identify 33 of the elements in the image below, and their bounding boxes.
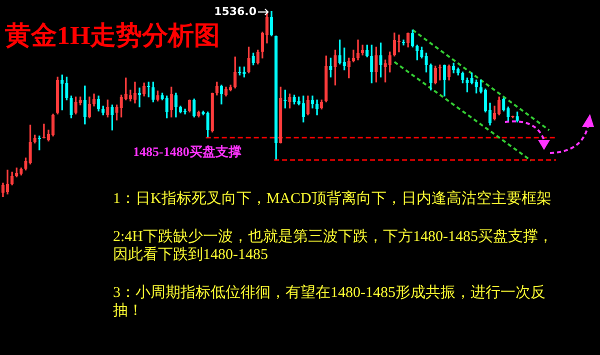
- candlestick: [183, 108, 187, 114]
- candlestick: [506, 106, 510, 122]
- candlestick: [466, 78, 469, 92]
- candlestick: [297, 96, 300, 106]
- annotation: 1：日K指标死叉向下，MACD顶背离向下，日内逢高沽空主要框架: [113, 190, 552, 208]
- candlestick: [338, 40, 342, 64]
- candlestick: [470, 72, 474, 84]
- candlestick: [397, 34, 401, 52]
- candlestick: [65, 76, 68, 100]
- candlestick: [461, 72, 464, 84]
- candlestick: [206, 112, 210, 138]
- candlestick: [416, 44, 419, 60]
- candlestick: [424, 52, 428, 72]
- annotation: 1536.0: [214, 4, 257, 18]
- candlestick: [329, 58, 332, 78]
- candlestick: [379, 42, 382, 78]
- candlestick: [110, 104, 114, 130]
- chart-title: 黄金1H走势分析图: [5, 20, 220, 52]
- candlestick: [429, 64, 432, 90]
- candlestick: [479, 80, 482, 94]
- candlestick: [370, 44, 374, 84]
- candlestick: [292, 94, 296, 104]
- candlestick: [152, 82, 155, 102]
- candlestick: [252, 52, 255, 66]
- candlestick: [70, 96, 73, 118]
- annotation: 1485-1480买盘支撑: [133, 143, 242, 161]
- candlestick: [165, 96, 168, 118]
- candlestick: [160, 92, 164, 100]
- candlestick: [516, 112, 519, 122]
- candlestick: [420, 46, 424, 58]
- text: 3：小周期指标低位徘徊，有望在1480-1485形成共振，进行一次反抽！: [113, 284, 546, 320]
- candlestick: [402, 40, 406, 46]
- text: 2:4H下跌缺少一波，也就是第三波下跌，下方1480-1485买盘支撑，因此看下跌到1480-1485: [113, 228, 553, 264]
